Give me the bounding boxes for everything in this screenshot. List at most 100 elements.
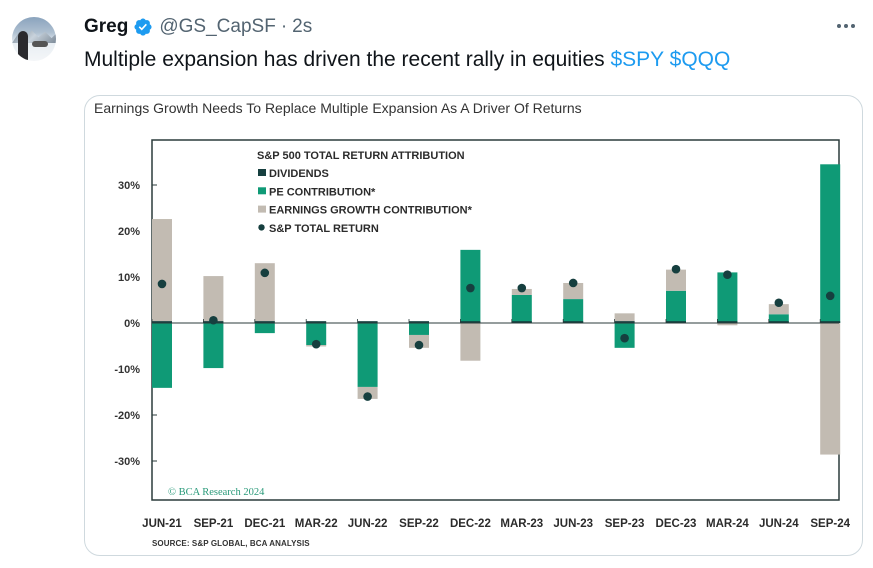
tweet-body: Multiple expansion has driven the recent… <box>84 48 605 71</box>
total-return-dot <box>568 278 578 288</box>
avatar-person <box>18 31 28 61</box>
total-return-dot <box>157 279 167 289</box>
x-tick-label: DEC-23 <box>656 518 697 530</box>
bar-dividends <box>306 321 327 323</box>
bar-earnings-growth <box>614 313 635 323</box>
legend-dot <box>258 224 265 231</box>
tweet-header: Greg @GS_CapSF · 2s <box>84 15 312 39</box>
timestamp[interactable]: 2s <box>292 16 313 37</box>
bar-pe-contribution <box>306 323 327 346</box>
total-return-dot <box>671 264 681 274</box>
author-handle[interactable]: @GS_CapSF <box>159 16 276 37</box>
legend-swatch <box>258 169 266 176</box>
bar-pe-contribution <box>254 323 275 334</box>
total-return-dot <box>825 291 835 301</box>
image-title: Earnings Growth Needs To Replace Multipl… <box>94 100 582 116</box>
bar-dividends <box>357 321 378 323</box>
x-tick-label: MAR-22 <box>295 518 338 530</box>
y-tick-label: -20% <box>114 410 140 422</box>
legend-title: S&P 500 TOTAL RETURN ATTRIBUTION <box>257 150 465 162</box>
verified-badge-icon[interactable] <box>133 17 153 37</box>
bar-dividends <box>820 321 841 323</box>
x-tick-label: SEP-22 <box>399 518 439 530</box>
more-dot <box>844 24 848 28</box>
bar-earnings-growth <box>563 282 584 300</box>
separator: · <box>280 16 288 37</box>
author-name[interactable]: Greg <box>84 16 129 37</box>
attribution-chart: -30% -20% -10% 0% 10% 20% 30% JUN-21 SEP-21 DEC-2… <box>114 139 851 530</box>
bar-pe-contribution <box>768 314 789 323</box>
bar-dividends <box>768 321 789 323</box>
total-return-dot <box>363 392 372 401</box>
total-return-dot <box>723 270 732 279</box>
bar-pe-contribution <box>717 272 738 323</box>
cashtag-spy[interactable]: $SPY <box>610 48 664 71</box>
x-tick-label: JUN-21 <box>142 518 182 530</box>
more-dot <box>837 24 841 28</box>
legend-label: S&P TOTAL RETURN <box>269 223 379 235</box>
more-options-icon[interactable] <box>837 24 855 28</box>
bar-pe-contribution <box>357 323 378 387</box>
legend-label: PE CONTRIBUTION* <box>269 186 376 198</box>
avatar-helicopter <box>32 41 48 47</box>
y-tick-label: 20% <box>118 226 140 238</box>
author-avatar[interactable] <box>12 17 56 61</box>
tweet-text: Multiple expansion has driven the recent… <box>84 48 730 72</box>
total-return-dot <box>311 339 321 349</box>
bar-dividends <box>666 321 686 323</box>
bar-dividends <box>511 321 532 323</box>
x-tick-label: MAR-24 <box>706 518 749 530</box>
bar-pe-contribution <box>666 290 686 323</box>
x-tick-label: SEP-21 <box>194 518 234 530</box>
x-tick-label: SEP-23 <box>605 518 645 530</box>
bar-dividends <box>614 321 635 323</box>
y-tick-label: 0% <box>124 318 140 330</box>
y-tick-label: 30% <box>118 180 140 192</box>
bar-dividends <box>254 321 275 323</box>
bar-pe-contribution <box>820 164 841 323</box>
total-return-dot <box>620 333 629 343</box>
bar-pe-contribution <box>409 323 429 335</box>
bar-dividends <box>152 321 172 323</box>
total-return-dot <box>260 268 270 278</box>
x-tick-label: JUN-22 <box>348 518 388 530</box>
total-return-dot <box>774 298 784 308</box>
watermark: © BCA Research 2024 <box>168 487 265 498</box>
total-return-dot <box>209 315 218 325</box>
bar-dividends <box>460 321 481 323</box>
bar-pe-contribution <box>563 299 584 323</box>
total-return-dot <box>414 340 424 350</box>
x-tick-label: JUN-23 <box>553 518 593 530</box>
legend-swatch <box>258 187 266 195</box>
bar-pe-contribution <box>203 323 224 369</box>
x-tick-label: DEC-22 <box>450 518 491 530</box>
x-tick-label: SEP-24 <box>810 518 850 530</box>
bar-pe-contribution <box>152 323 172 388</box>
media-card[interactable]: Earnings Growth Needs To Replace Multipl… <box>84 95 863 556</box>
bar-dividends <box>409 321 429 323</box>
bar-pe-contribution <box>511 294 532 323</box>
total-return-dot <box>466 283 475 293</box>
chart-source: SOURCE: S&P GLOBAL, BCA ANALYSIS <box>152 539 310 548</box>
x-tick-label: DEC-21 <box>244 518 286 530</box>
bar-earnings-growth <box>203 276 224 323</box>
bar-earnings-growth <box>717 323 738 326</box>
more-dot <box>851 24 855 28</box>
y-tick-label: -30% <box>114 456 140 468</box>
bar-earnings-growth <box>768 304 789 315</box>
y-tick-label: 10% <box>118 272 140 284</box>
bar-dividends <box>563 321 584 323</box>
x-tick-label: MAR-23 <box>500 518 543 530</box>
bar-dividends <box>717 321 738 323</box>
total-return-dot <box>517 283 527 293</box>
legend-label: EARNINGS GROWTH CONTRIBUTION* <box>269 205 473 217</box>
x-tick-label: JUN-24 <box>759 518 799 530</box>
bar-earnings-growth <box>254 263 275 323</box>
y-tick-label: -10% <box>114 364 140 376</box>
bar-earnings-growth <box>460 323 481 361</box>
legend-label: DIVIDENDS <box>269 168 329 180</box>
cashtag-qqq[interactable]: $QQQ <box>669 48 731 71</box>
bar-earnings-growth <box>820 323 841 455</box>
bar-earnings-growth <box>152 219 172 323</box>
bar-earnings-growth <box>666 269 686 291</box>
